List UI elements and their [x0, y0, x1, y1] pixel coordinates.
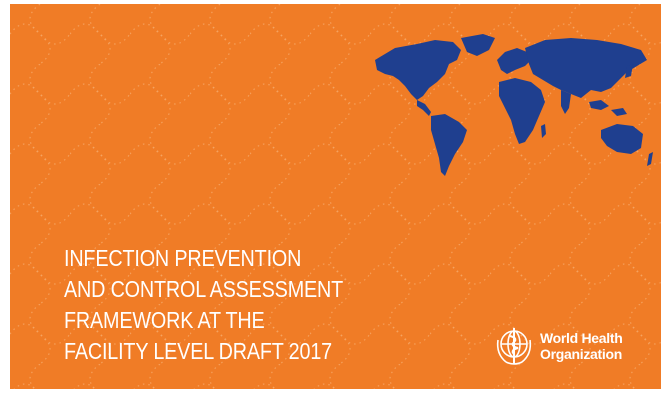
- title-line-4: FACILITY LEVEL DRAFT 2017: [64, 338, 332, 364]
- title-line-1: INFECTION PREVENTION: [64, 245, 302, 271]
- title-line-2: AND CONTROL ASSESSMENT: [64, 276, 344, 302]
- who-logo: World Health Organization: [490, 322, 630, 370]
- title-line-3: FRAMEWORK AT THE: [64, 307, 265, 333]
- who-name-line-1: World Health: [540, 330, 623, 346]
- cover-page: INFECTION PREVENTION AND CONTROL ASSESSM…: [10, 4, 661, 389]
- who-emblem-icon: [496, 328, 532, 365]
- world-map-icon: [375, 34, 653, 176]
- page-bottom-margin: [10, 389, 661, 397]
- who-name-line-2: Organization: [540, 346, 622, 362]
